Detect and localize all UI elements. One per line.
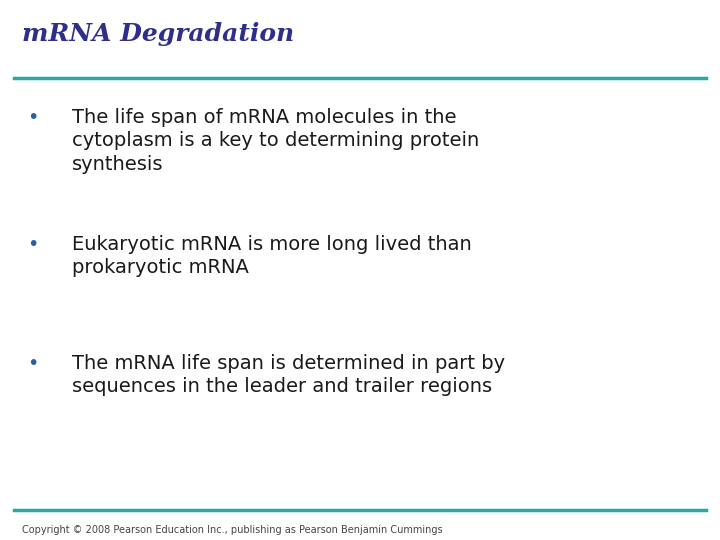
Text: The life span of mRNA molecules in the
cytoplasm is a key to determining protein: The life span of mRNA molecules in the c…	[72, 108, 480, 174]
Text: •: •	[27, 235, 38, 254]
Text: The mRNA life span is determined in part by
sequences in the leader and trailer : The mRNA life span is determined in part…	[72, 354, 505, 396]
Text: Copyright © 2008 Pearson Education Inc., publishing as Pearson Benjamin Cummings: Copyright © 2008 Pearson Education Inc.,…	[22, 524, 442, 535]
Text: •: •	[27, 108, 38, 127]
Text: Eukaryotic mRNA is more long lived than
prokaryotic mRNA: Eukaryotic mRNA is more long lived than …	[72, 235, 472, 278]
Text: •: •	[27, 354, 38, 373]
Text: mRNA Degradation: mRNA Degradation	[22, 22, 294, 45]
